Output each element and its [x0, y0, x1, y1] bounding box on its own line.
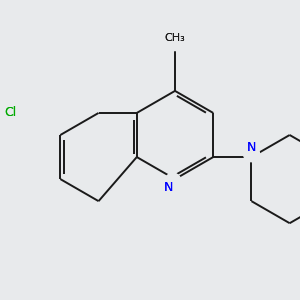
Text: Cl: Cl	[4, 106, 16, 119]
Circle shape	[243, 146, 260, 162]
Text: Cl: Cl	[4, 106, 16, 119]
Text: N: N	[164, 181, 173, 194]
Text: CH₃: CH₃	[165, 33, 185, 43]
Text: N: N	[247, 141, 256, 154]
Text: N: N	[247, 141, 256, 154]
Text: N: N	[164, 181, 173, 194]
Circle shape	[165, 173, 181, 189]
Circle shape	[167, 34, 183, 51]
Text: CH₃: CH₃	[165, 33, 185, 43]
Circle shape	[8, 105, 24, 121]
